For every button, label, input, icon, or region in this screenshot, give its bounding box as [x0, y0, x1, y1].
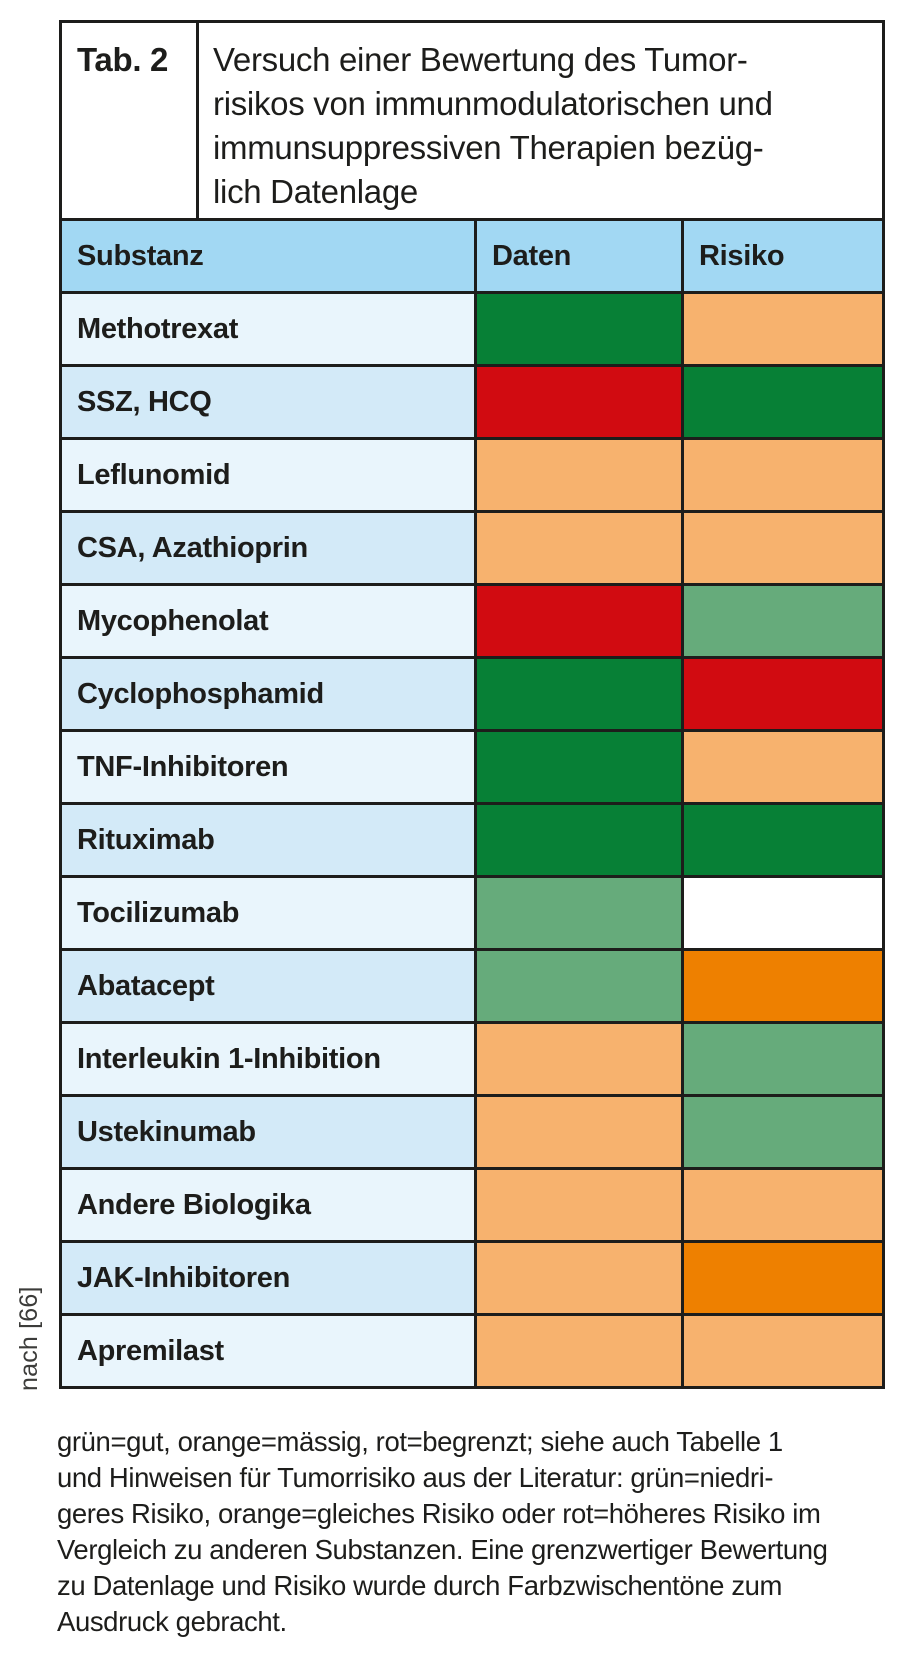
table-title-line: Versuch einer Bewertung des Tumor-	[213, 41, 748, 78]
substance-cell: SSZ, HCQ	[62, 367, 474, 437]
daten-rating-cell	[474, 513, 681, 583]
source-citation: nach [66]	[15, 1286, 43, 1391]
table-title: Versuch einer Bewertung des Tumor- risik…	[199, 23, 882, 218]
daten-rating-cell	[474, 1170, 681, 1240]
substance-cell: Ustekinumab	[62, 1097, 474, 1167]
table-row: Leflunomid	[62, 437, 882, 510]
risiko-rating-cell	[681, 1024, 882, 1094]
risiko-rating-cell	[681, 878, 882, 948]
substance-cell: Interleukin 1-Inhibition	[62, 1024, 474, 1094]
substance-cell: Methotrexat	[62, 294, 474, 364]
substance-cell: CSA, Azathioprin	[62, 513, 474, 583]
footnote-line: grün=gut, orange=mässig, rot=begrenzt; s…	[57, 1426, 783, 1457]
table-body: Methotrexat SSZ, HCQ Leflunomid CSA, Azathi…	[62, 291, 882, 1386]
risiko-rating-cell	[681, 1170, 882, 1240]
daten-rating-cell	[474, 732, 681, 802]
daten-rating-cell	[474, 659, 681, 729]
daten-rating-cell	[474, 294, 681, 364]
table-row: Cyclophosphamid	[62, 656, 882, 729]
tumor-risk-table: Tab. 2 Versuch einer Bewertung des Tumor…	[59, 20, 885, 1389]
table-caption-row: Tab. 2 Versuch einer Bewertung des Tumor…	[62, 23, 882, 218]
footnote-line: zu Datenlage und Risiko wurde durch Farb…	[57, 1570, 783, 1601]
table-title-line: risikos von immunmodulatorischen und	[213, 85, 773, 122]
substance-cell: Andere Biologika	[62, 1170, 474, 1240]
substance-cell: Leflunomid	[62, 440, 474, 510]
daten-rating-cell	[474, 951, 681, 1021]
substance-cell: Tocilizumab	[62, 878, 474, 948]
substance-cell: Mycophenolat	[62, 586, 474, 656]
substance-cell: Apremilast	[62, 1316, 474, 1386]
daten-rating-cell	[474, 586, 681, 656]
footnote-line: Vergleich zu anderen Substanzen. Eine gr…	[57, 1534, 828, 1565]
daten-rating-cell	[474, 805, 681, 875]
table-row: JAK-Inhibitoren	[62, 1240, 882, 1313]
table-row: Mycophenolat	[62, 583, 882, 656]
footnote: grün=gut, orange=mässig, rot=begrenzt; s…	[57, 1424, 862, 1640]
daten-rating-cell	[474, 1243, 681, 1313]
table-row: Abatacept	[62, 948, 882, 1021]
daten-rating-cell	[474, 1316, 681, 1386]
risiko-rating-cell	[681, 513, 882, 583]
daten-rating-cell	[474, 878, 681, 948]
table-row: CSA, Azathioprin	[62, 510, 882, 583]
table-row: Apremilast	[62, 1313, 882, 1386]
risiko-rating-cell	[681, 1097, 882, 1167]
footnote-line: geres Risiko, orange=gleiches Risiko ode…	[57, 1498, 821, 1529]
daten-rating-cell	[474, 1024, 681, 1094]
risiko-rating-cell	[681, 805, 882, 875]
risiko-rating-cell	[681, 659, 882, 729]
table-row: Andere Biologika	[62, 1167, 882, 1240]
substance-cell: JAK-Inhibitoren	[62, 1243, 474, 1313]
risiko-rating-cell	[681, 367, 882, 437]
table-tag: Tab. 2	[62, 23, 199, 218]
table-title-line: lich Datenlage	[213, 173, 418, 210]
risiko-rating-cell	[681, 1243, 882, 1313]
risiko-rating-cell	[681, 440, 882, 510]
substance-cell: Abatacept	[62, 951, 474, 1021]
risiko-rating-cell	[681, 586, 882, 656]
footnote-line: und Hinweisen für Tumorrisiko aus der Li…	[57, 1462, 774, 1493]
daten-rating-cell	[474, 1097, 681, 1167]
table-title-line: immunsuppressiven Therapien bezüg-	[213, 129, 764, 166]
daten-rating-cell	[474, 440, 681, 510]
table-row: SSZ, HCQ	[62, 364, 882, 437]
table-row: TNF-Inhibitoren	[62, 729, 882, 802]
table-row: Interleukin 1-Inhibition	[62, 1021, 882, 1094]
column-header-row: Substanz Daten Risiko	[62, 218, 882, 291]
substance-cell: TNF-Inhibitoren	[62, 732, 474, 802]
table-row: Tocilizumab	[62, 875, 882, 948]
table-row: Ustekinumab	[62, 1094, 882, 1167]
table-row: Methotrexat	[62, 291, 882, 364]
column-header-risiko: Risiko	[681, 221, 882, 291]
column-header-substanz: Substanz	[62, 221, 474, 291]
risiko-rating-cell	[681, 294, 882, 364]
daten-rating-cell	[474, 367, 681, 437]
risiko-rating-cell	[681, 1316, 882, 1386]
risiko-rating-cell	[681, 951, 882, 1021]
substance-cell: Cyclophosphamid	[62, 659, 474, 729]
column-header-daten: Daten	[474, 221, 681, 291]
substance-cell: Rituximab	[62, 805, 474, 875]
table-row: Rituximab	[62, 802, 882, 875]
risiko-rating-cell	[681, 732, 882, 802]
footnote-line: Ausdruck gebracht.	[57, 1606, 287, 1637]
